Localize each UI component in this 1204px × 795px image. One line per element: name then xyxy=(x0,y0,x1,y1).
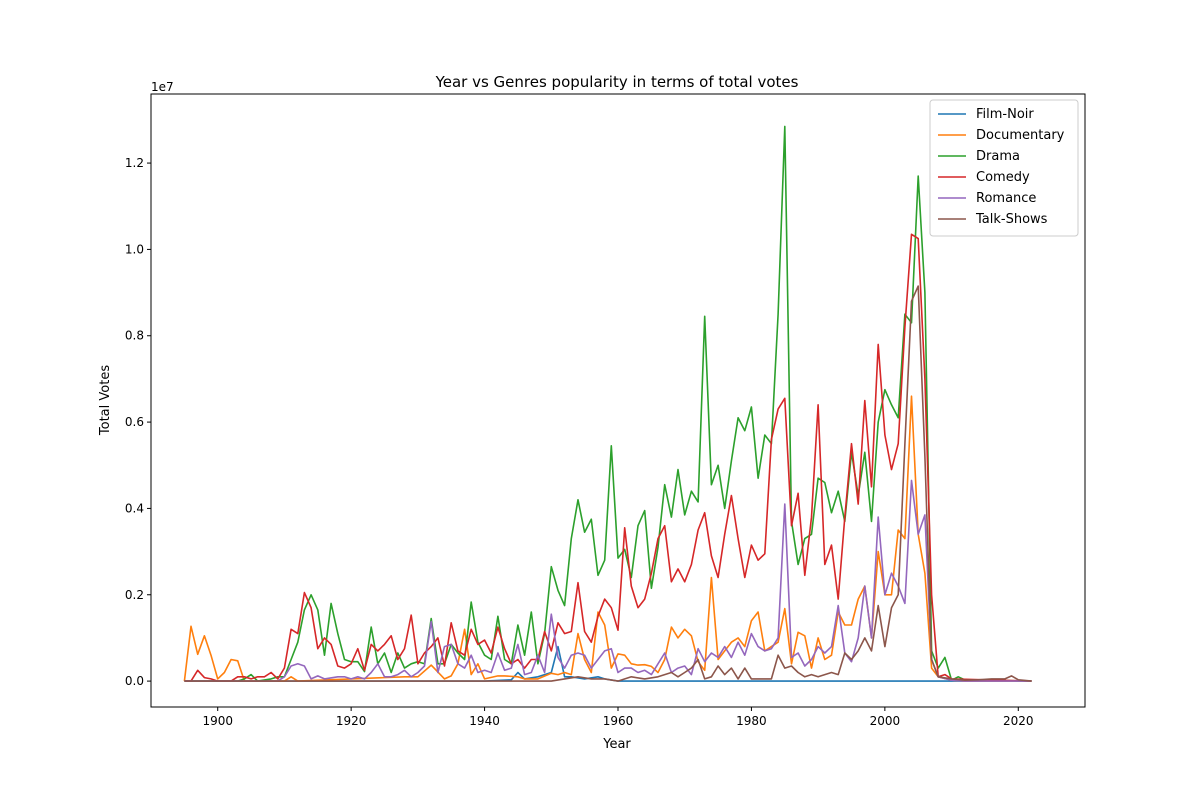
y-tick-label: 1.2 xyxy=(125,156,144,170)
legend-entry: Romance xyxy=(976,191,1036,206)
y-axis-label: Total Votes xyxy=(98,365,113,436)
x-tick-label: 1920 xyxy=(336,714,367,728)
x-tick-label: 1960 xyxy=(603,714,634,728)
legend-entry: Documentary xyxy=(976,128,1065,143)
x-axis: 1900 1920 1940 1960 1980 2000 2020 xyxy=(202,707,1034,728)
y-multiplier-label: 1e7 xyxy=(151,80,174,94)
x-tick-label: 1900 xyxy=(202,714,233,728)
series-line-comedy xyxy=(184,233,1032,682)
series-line-talk-shows xyxy=(184,285,1032,682)
x-tick-label: 2020 xyxy=(1003,714,1034,728)
x-tick-label: 1980 xyxy=(736,714,767,728)
legend-box xyxy=(929,99,1079,237)
chart-title: Year vs Genres popularity in terms of to… xyxy=(435,73,799,91)
x-axis-label: Year xyxy=(602,737,631,752)
y-axis: 0.0 0.2 0.4 0.6 0.8 1.0 1.2 xyxy=(125,156,151,688)
y-tick-label: 0.6 xyxy=(125,415,144,429)
legend: Film-Noir Documentary Drama Comedy Romance Ta… xyxy=(929,99,1079,237)
series-layer xyxy=(183,125,1032,682)
y-tick-label: 1.0 xyxy=(125,242,144,256)
series-line-documentary xyxy=(183,395,1032,682)
y-tick-label: 0.4 xyxy=(125,501,144,515)
legend-entry: Film-Noir xyxy=(976,107,1034,122)
legend-entry: Comedy xyxy=(976,170,1030,185)
x-tick-label: 1940 xyxy=(469,714,500,728)
x-tick-label: 2000 xyxy=(870,714,901,728)
y-tick-label: 0.0 xyxy=(125,674,144,688)
y-tick-label: 0.8 xyxy=(125,329,144,343)
legend-entry: Drama xyxy=(976,149,1020,164)
legend-entry: Talk-Shows xyxy=(975,212,1048,227)
y-tick-label: 0.2 xyxy=(125,588,144,602)
